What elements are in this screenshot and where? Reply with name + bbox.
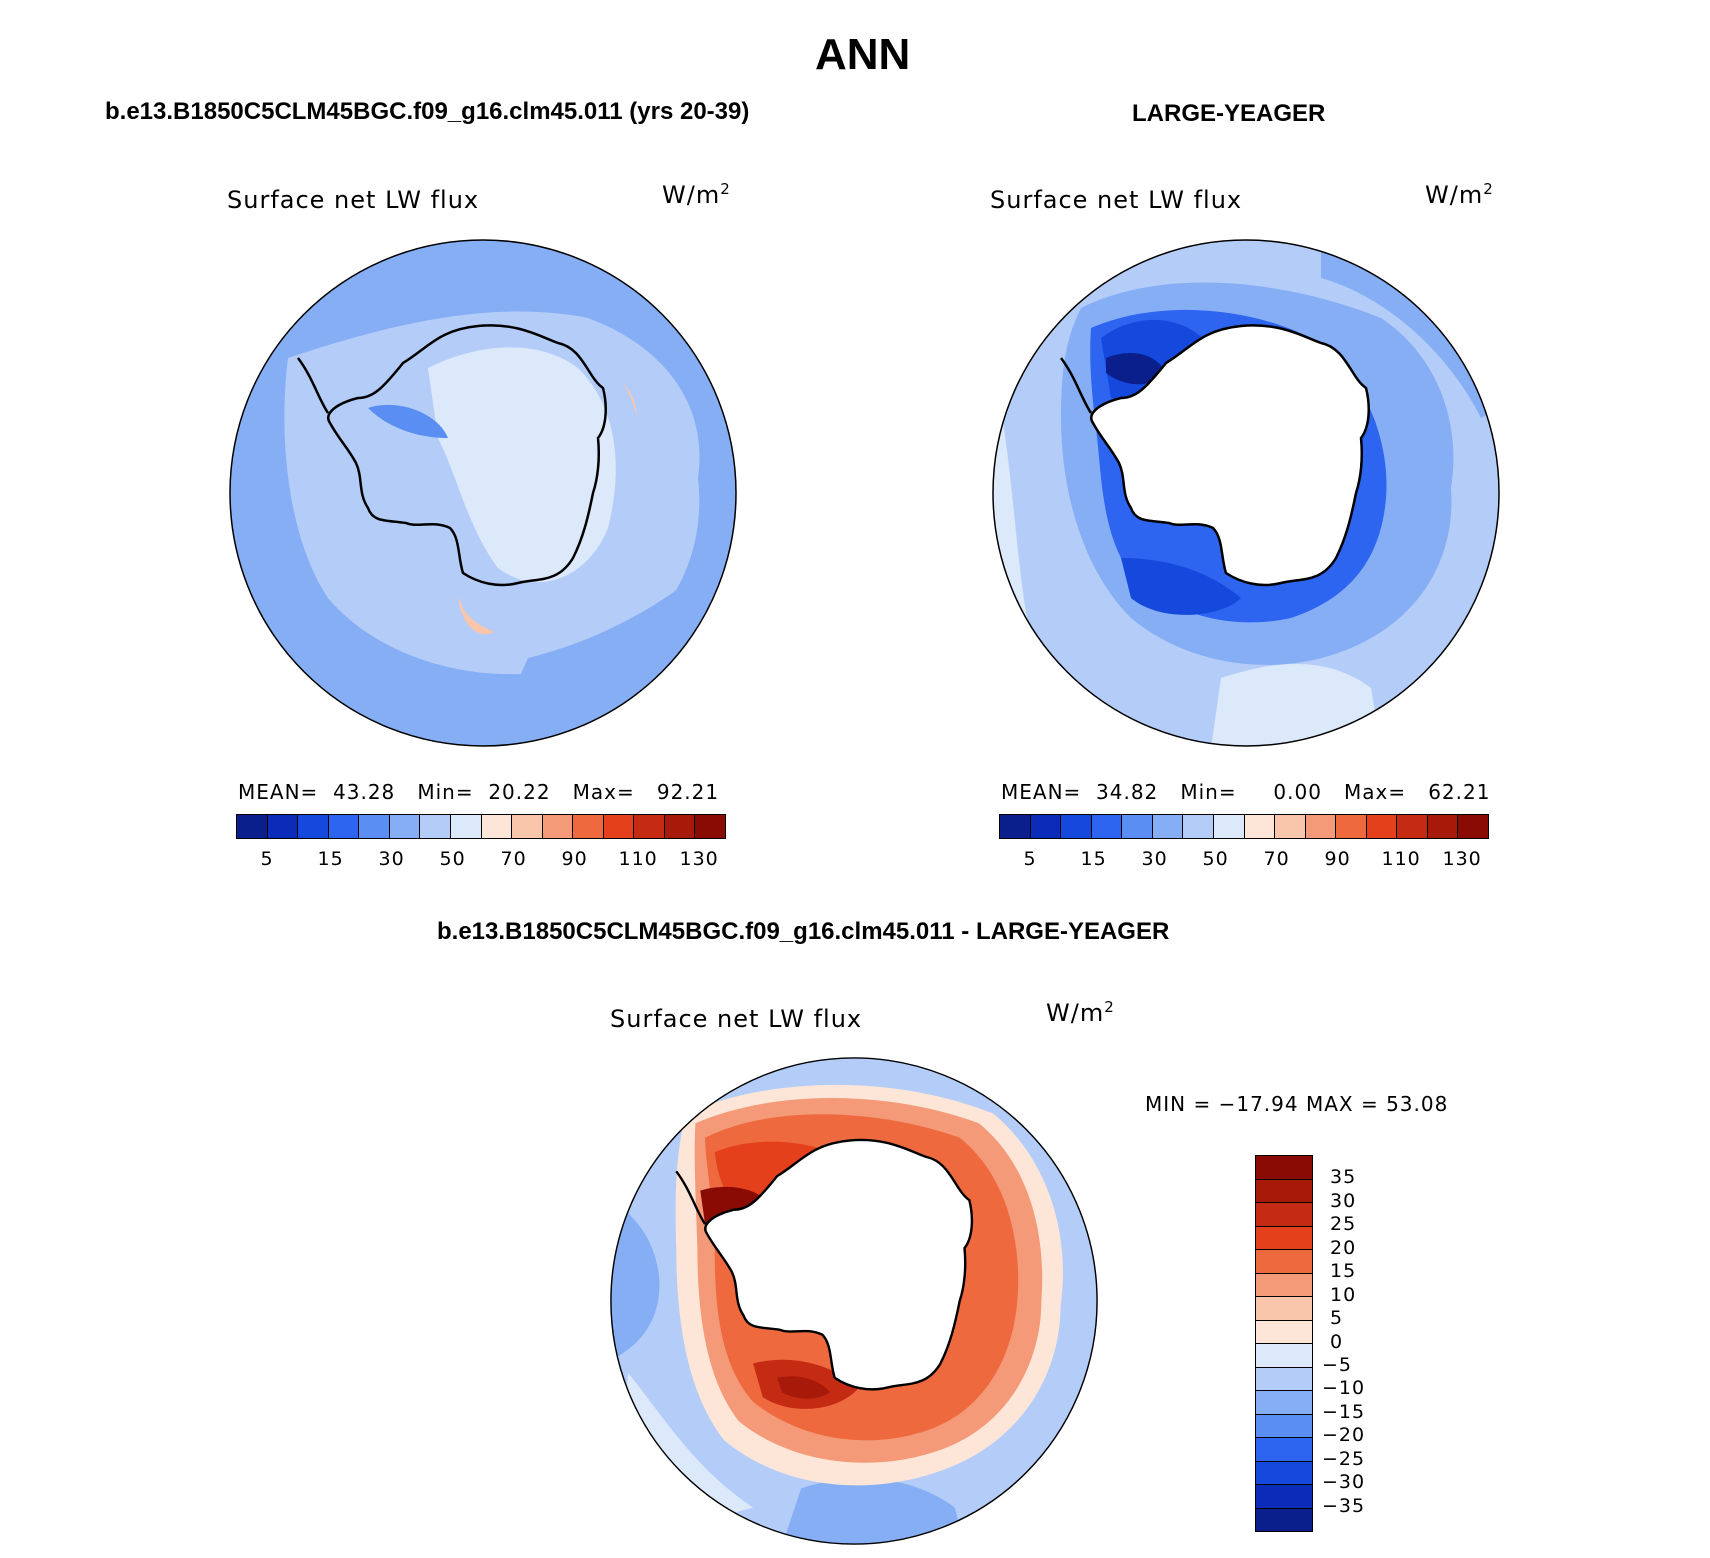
diff-colorbar-cell [1256, 1273, 1312, 1297]
diff-colorbar-cell [1256, 1344, 1312, 1368]
diff-colorbar-cell [1256, 1508, 1312, 1531]
model-units: W/m2 [662, 180, 731, 209]
diff-colorbar-tick: 15 [1330, 1260, 1357, 1283]
obs-colorbar-cell [1458, 815, 1488, 838]
obs-colorbar [999, 814, 1489, 839]
diff-colorbar-cell [1256, 1250, 1312, 1274]
model-colorbar-cell [389, 815, 421, 838]
obs-colorbar-cell [1244, 815, 1276, 838]
obs-units: W/m2 [1425, 180, 1494, 209]
model-colorbar-cell [328, 815, 360, 838]
diff-colorbar-tick: −15 [1322, 1400, 1366, 1423]
diff-colorbar-tick: 20 [1330, 1236, 1357, 1259]
obs-colorbar-cell [1397, 815, 1428, 838]
obs-colorbar-cell [1152, 815, 1184, 838]
diff-colorbar-tick: −10 [1322, 1377, 1366, 1400]
diff-colorbar-cell [1256, 1226, 1312, 1250]
diff-variable-label: Surface net LW flux [610, 1005, 863, 1033]
diff-colorbar-cell [1256, 1179, 1312, 1203]
obs-colorbar-cell [1030, 815, 1062, 838]
model-colorbar-cell [237, 815, 268, 838]
obs-colorbar-cell [1183, 815, 1214, 838]
diff-colorbar-tick: 10 [1330, 1283, 1357, 1306]
model-case-title: b.e13.B1850C5CLM45BGC.f09_g16.clm45.011 … [105, 98, 750, 125]
diff-colorbar-cell [1256, 1485, 1312, 1509]
model-colorbar-cell [450, 815, 482, 838]
obs-colorbar-tick: 5 [1023, 848, 1037, 870]
obs-variable-label: Surface net LW flux [990, 186, 1243, 214]
model-colorbar-cell [603, 815, 635, 838]
obs-colorbar-cell [1091, 815, 1123, 838]
model-colorbar-cell [512, 815, 543, 838]
obs-map [992, 239, 1500, 747]
model-colorbar-cell [420, 815, 451, 838]
obs-colorbar-cell [1122, 815, 1153, 838]
diff-colorbar-tick: 25 [1330, 1213, 1357, 1236]
obs-colorbar-tick: 15 [1080, 848, 1107, 870]
obs-colorbar-tick: 50 [1202, 848, 1229, 870]
model-colorbar-cell [481, 815, 513, 838]
obs-colorbar-tick: 90 [1324, 848, 1351, 870]
obs-colorbar-cell [1061, 815, 1092, 838]
model-colorbar-tick: 110 [618, 848, 658, 870]
model-colorbar-tick: 15 [317, 848, 344, 870]
model-colorbar-tick: 130 [679, 848, 719, 870]
model-colorbar-tick: 50 [439, 848, 466, 870]
model-colorbar-cell [267, 815, 299, 838]
diff-colorbar-cell [1256, 1156, 1312, 1180]
obs-colorbar-cell [1213, 815, 1245, 838]
diff-colorbar-cell [1256, 1320, 1312, 1344]
obs-case-title: LARGE-YEAGER [1132, 100, 1326, 127]
diff-minmax: MIN = −17.94 MAX = 53.08 [1145, 1092, 1449, 1116]
diff-units: W/m2 [1046, 998, 1115, 1027]
diff-colorbar-tick: −25 [1322, 1447, 1366, 1470]
model-colorbar-cell [298, 815, 329, 838]
obs-colorbar-tick: 110 [1381, 848, 1421, 870]
obs-colorbar-cell [1366, 815, 1398, 838]
diff-colorbar-cell [1256, 1297, 1312, 1321]
diff-colorbar-tick: −5 [1322, 1353, 1353, 1376]
diff-colorbar-tick: −35 [1322, 1494, 1366, 1517]
diff-colorbar-tick: 35 [1330, 1166, 1357, 1189]
figure-title: ANN [815, 30, 911, 79]
obs-colorbar-cell [1305, 815, 1337, 838]
model-colorbar-cell [573, 815, 604, 838]
diff-colorbar-tick: 5 [1330, 1307, 1344, 1330]
diff-case-title: b.e13.B1850C5CLM45BGC.f09_g16.clm45.011 … [437, 918, 1170, 945]
model-colorbar-cell [634, 815, 665, 838]
obs-colorbar-cell [1427, 815, 1459, 838]
diff-colorbar-cell [1256, 1414, 1312, 1438]
diff-colorbar-tick: −20 [1322, 1424, 1366, 1447]
diff-colorbar [1255, 1155, 1313, 1532]
model-colorbar-tick: 70 [500, 848, 527, 870]
model-colorbar [236, 814, 726, 839]
diff-colorbar-cell [1256, 1203, 1312, 1227]
obs-colorbar-tick: 70 [1263, 848, 1290, 870]
diff-colorbar-tick: −30 [1322, 1471, 1366, 1494]
diff-colorbar-tick: 0 [1330, 1330, 1344, 1353]
model-colorbar-cell [695, 815, 725, 838]
model-colorbar-cell [359, 815, 390, 838]
diff-colorbar-cell [1256, 1461, 1312, 1485]
model-variable-label: Surface net LW flux [227, 186, 480, 214]
obs-stats: MEAN= 34.82 Min= 0.00 Max= 62.21 [1001, 780, 1491, 804]
diff-colorbar-cell [1256, 1391, 1312, 1415]
model-stats: MEAN= 43.28 Min= 20.22 Max= 92.21 [238, 780, 720, 804]
diff-colorbar-cell [1256, 1367, 1312, 1391]
model-colorbar-tick: 30 [378, 848, 405, 870]
model-colorbar-tick: 5 [260, 848, 274, 870]
diff-colorbar-cell [1256, 1438, 1312, 1462]
model-map [229, 239, 737, 747]
obs-colorbar-cell [1275, 815, 1306, 838]
obs-colorbar-cell [1336, 815, 1367, 838]
diff-map [610, 1057, 1098, 1545]
model-colorbar-cell [664, 815, 696, 838]
diff-colorbar-tick: 30 [1330, 1189, 1357, 1212]
model-colorbar-cell [542, 815, 574, 838]
model-colorbar-tick: 90 [561, 848, 588, 870]
obs-colorbar-tick: 30 [1141, 848, 1168, 870]
obs-colorbar-cell [1000, 815, 1031, 838]
obs-colorbar-tick: 130 [1442, 848, 1482, 870]
